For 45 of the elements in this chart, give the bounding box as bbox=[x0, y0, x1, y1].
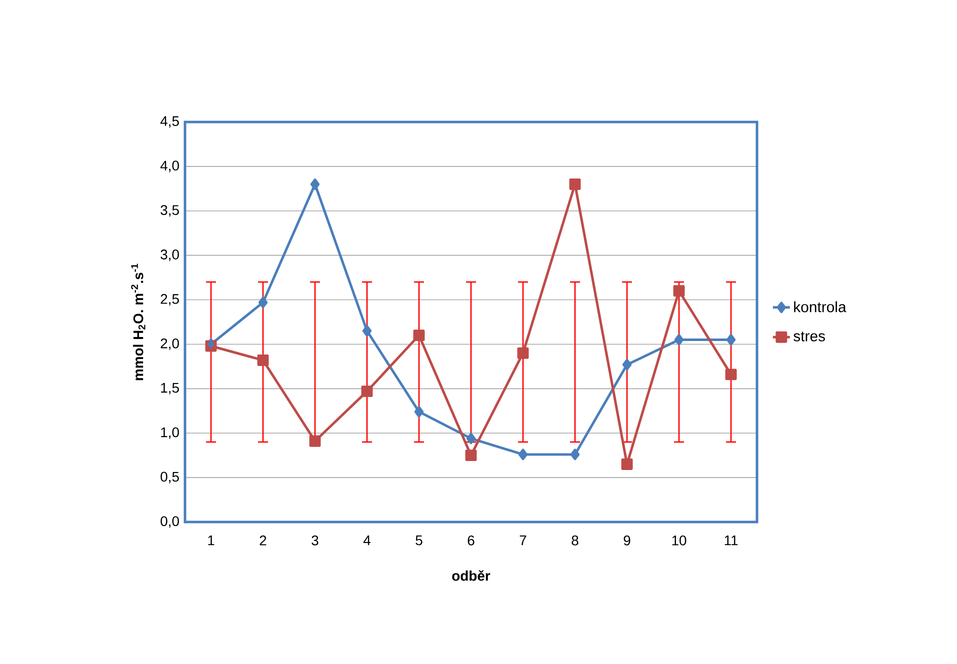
point bbox=[413, 330, 425, 342]
x-tick-label: 11 bbox=[724, 536, 738, 546]
point bbox=[569, 178, 581, 190]
x-tick-label: 8 bbox=[572, 536, 578, 546]
x-tick-label: 6 bbox=[468, 536, 474, 546]
point bbox=[362, 325, 372, 337]
point bbox=[725, 368, 737, 380]
y-tick-label: 4,0 bbox=[160, 160, 179, 172]
point bbox=[621, 458, 633, 470]
y-tick-label: 2,5 bbox=[160, 294, 179, 306]
x-tick-label: 4 bbox=[363, 536, 370, 546]
point bbox=[674, 334, 684, 346]
point bbox=[465, 450, 477, 462]
y-axis-title: mmol H$_{2}$O. m$^{-2}$.s$^{-1}$ bbox=[131, 264, 146, 380]
point bbox=[726, 334, 736, 346]
point bbox=[570, 448, 580, 460]
point bbox=[361, 386, 373, 398]
point bbox=[466, 432, 476, 444]
y-tick-label: 1,0 bbox=[161, 427, 179, 439]
y-tick-label: 3,5 bbox=[160, 205, 179, 217]
x-tick-label: 5 bbox=[416, 536, 422, 546]
point bbox=[517, 347, 529, 359]
y-tick-label: 4,5 bbox=[160, 116, 179, 128]
y-tick-label: 1,5 bbox=[161, 382, 179, 394]
x-tick-label: 3 bbox=[312, 536, 318, 546]
legend-label: kontrola bbox=[794, 301, 846, 312]
y-tick-label: 2,0 bbox=[160, 338, 179, 350]
point bbox=[309, 435, 321, 447]
point bbox=[622, 358, 632, 370]
x-axis-title: odběr bbox=[452, 570, 490, 581]
point bbox=[673, 285, 685, 297]
y-tick-label: 0,0 bbox=[160, 516, 179, 528]
legend-label: stres bbox=[794, 332, 825, 342]
x-tick-label: 10 bbox=[672, 536, 686, 546]
point bbox=[414, 406, 424, 418]
point bbox=[257, 354, 269, 366]
x-tick-label: 1 bbox=[208, 536, 214, 546]
point bbox=[258, 296, 268, 308]
point bbox=[310, 178, 320, 190]
y-tick-label: 3,0 bbox=[160, 250, 179, 262]
x-tick-label: 9 bbox=[624, 536, 630, 546]
y-tick-label: 0,5 bbox=[160, 472, 179, 484]
point bbox=[518, 448, 528, 460]
x-tick-label: 2 bbox=[260, 536, 266, 546]
x-tick-label: 7 bbox=[520, 536, 526, 546]
